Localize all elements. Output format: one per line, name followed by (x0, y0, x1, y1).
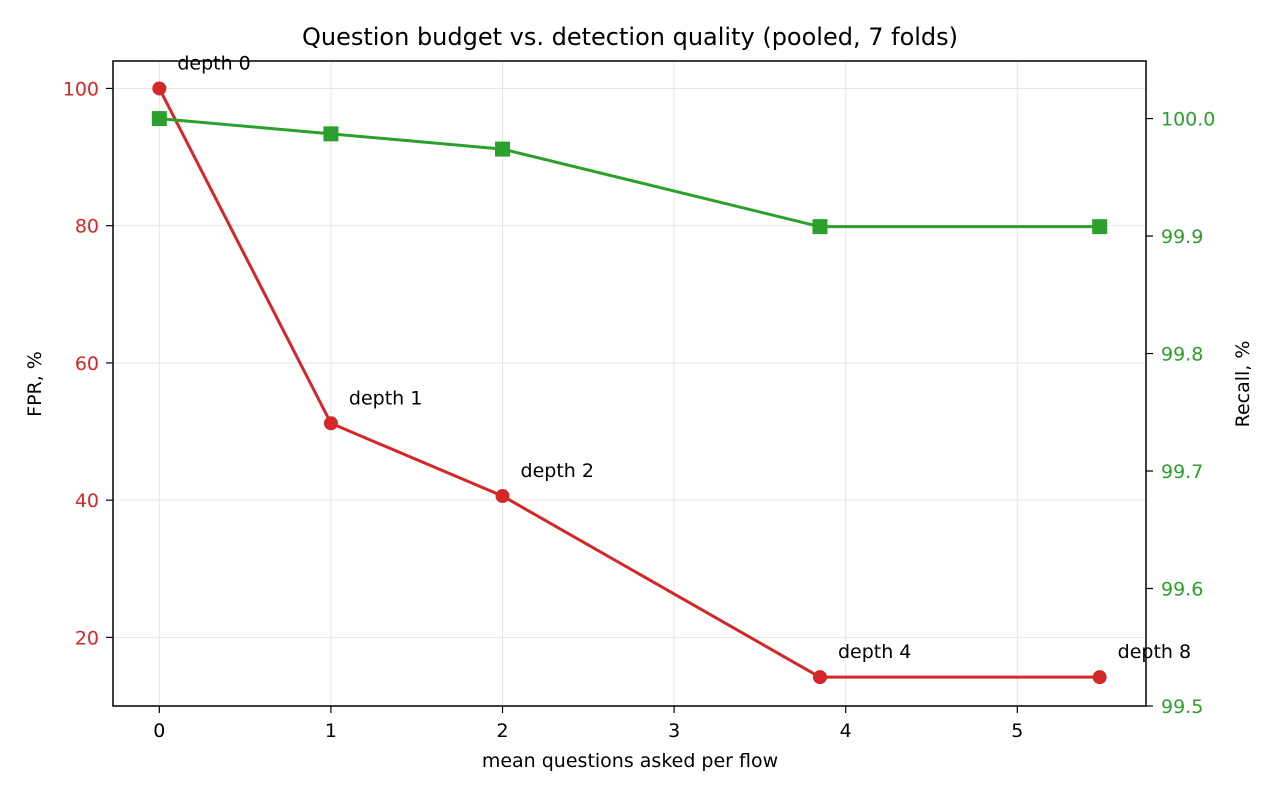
x-tick-label: 2 (496, 720, 508, 742)
y-axis-label-left: FPR, % (24, 351, 46, 417)
depth-annotation: depth 0 (177, 52, 250, 74)
fpr-point (323, 416, 338, 431)
x-tick-label: 1 (325, 720, 337, 742)
axes: 0 1 2 3 4 5 20 40 60 80 100 99.5 99.6 99.7 99.8 99.9 100… (63, 60, 1215, 742)
recall-point (495, 141, 511, 157)
x-tick-label: 0 (153, 720, 165, 742)
recall-point (151, 111, 167, 127)
fpr-line (157, 87, 1100, 679)
y-left-tick-label: 60 (75, 353, 99, 375)
y-left-tick-label: 40 (75, 490, 99, 512)
y-right-tick-label: 99.9 (1161, 226, 1203, 248)
series-lines (151, 81, 1108, 685)
fpr-point (812, 670, 827, 685)
x-tick-label: 5 (1011, 720, 1023, 742)
y-right-tick-label: 100.0 (1161, 109, 1215, 131)
annotations: depth 0 depth 1 depth 2 depth 4 depth 8 (177, 52, 1191, 663)
x-tick-label: 3 (668, 720, 680, 742)
fpr-point (495, 489, 510, 504)
y-right-tick-label: 99.5 (1161, 696, 1203, 718)
recall-line (159, 117, 1100, 229)
x-axis-label: mean questions asked per flow (482, 750, 778, 772)
recall-point (1092, 219, 1108, 235)
fpr-point (152, 81, 167, 96)
x-tick-label: 4 (840, 720, 852, 742)
depth-annotation: depth 2 (521, 460, 594, 482)
grid-lines (113, 61, 1146, 706)
y-right-tick-label: 99.8 (1161, 344, 1203, 366)
fpr-point (1092, 670, 1107, 685)
y-right-tick-label: 99.6 (1161, 579, 1203, 601)
y-left-tick-label: 80 (75, 216, 99, 238)
plot-frame (112, 60, 1147, 707)
y-right-tick-label: 99.7 (1161, 461, 1203, 483)
recall-point (812, 219, 828, 235)
depth-annotation: depth 8 (1118, 641, 1191, 663)
y-left-tick-label: 20 (75, 627, 99, 649)
y-left-tick-label: 100 (63, 78, 99, 100)
recall-point (323, 126, 339, 142)
chart-title: Question budget vs. detection quality (p… (302, 23, 958, 51)
y-axis-label-right: Recall, % (1232, 341, 1254, 428)
depth-annotation: depth 4 (838, 641, 911, 663)
depth-annotation: depth 1 (349, 387, 422, 409)
